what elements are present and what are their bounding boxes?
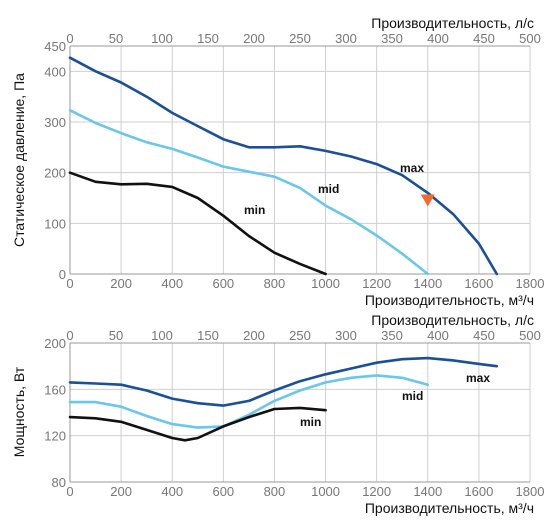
chart2-y-axis-title: Мощность, Вт [11,366,27,457]
chart2-x-axis-title: Производительность, м³/ч [365,500,534,516]
chart1-x2-tick-label: 300 [335,31,357,46]
chart1-y-tick-label: 100 [44,216,66,231]
chart1-x-tick-label: 800 [264,276,286,291]
chart1-x-tick-label: 1800 [516,276,545,291]
chart1-y-tick-label: 400 [44,64,66,79]
chart1-series-label-min: min [244,203,265,217]
chart2-y-tick-label: 80 [52,475,66,490]
chart2-x2-tick-label: 150 [197,328,219,343]
chart2-y-tick-label: 120 [44,429,66,444]
chart1-y-tick-label: 0 [59,267,66,282]
chart1-series-label-mid: mid [318,182,339,196]
chart1-x2-tick-label: 350 [381,31,403,46]
chart2-x2-tick-label: 100 [151,328,173,343]
chart1-x-tick-label: 200 [110,276,132,291]
chart1-x2-tick-label: 250 [289,31,311,46]
chart2-x-tick-label: 200 [110,484,132,499]
chart2-x2-tick-label: 450 [473,328,495,343]
chart2-x2-tick-label: 0 [66,328,73,343]
chart2-x-tick-label: 1000 [311,484,340,499]
chart1-series-line-mid [68,109,430,276]
chart1-y-tick-label: 200 [44,166,66,181]
chart2-x2-tick-label: 400 [427,328,449,343]
chart2-x-tick-label: 800 [264,484,286,499]
chart2-x-tick-label: 600 [212,484,234,499]
chart2-x-tick-label: 0 [66,484,73,499]
chart1-x-axis-title: Производительность, м³/ч [365,292,534,308]
chart1-x-tick-label: 1400 [413,276,442,291]
chart1-x-tick-label: 0 [66,276,73,291]
chart1-x2-tick-label: 150 [197,31,219,46]
chart1-x-tick-label: 1600 [464,276,493,291]
chart2-series-line-max [68,356,499,407]
chart2-x-tick-label: 1200 [362,484,391,499]
chart1-series-label-max: max [400,161,424,175]
chart1-x2-tick-label: 100 [151,31,173,46]
chart1-x-tick-label: 1000 [311,276,340,291]
chart2-x2-tick-label: 350 [381,328,403,343]
chart1-x-tick-label: 1200 [362,276,391,291]
chart2-x-tick-label: 1600 [464,484,493,499]
chart1-x2-axis-title: Производительность, л/с [371,15,534,31]
chart2-series-line-mid [68,374,430,429]
chart2-x2-tick-label: 300 [335,328,357,343]
chart2-x2-axis-title: Производительность, л/с [371,312,534,328]
chart1-x2-tick-label: 0 [66,31,73,46]
chart2-series-label-mid: mid [402,389,423,403]
chart1-series-line-max [68,56,499,276]
chart1-x2-tick-label: 450 [473,31,495,46]
chart1-y-tick-label: 450 [44,39,66,54]
chart1-x2-tick-label: 50 [109,31,123,46]
chart2-x2-tick-label: 200 [243,328,265,343]
chart1-y-tick-label: 300 [44,115,66,130]
chart1-series-line-min [68,171,327,276]
chart2-x2-tick-label: 500 [519,328,541,343]
chart1-x2-tick-label: 200 [243,31,265,46]
chart2-x-tick-label: 1400 [413,484,442,499]
chart2-x-tick-label: 400 [161,484,183,499]
chart2-x-tick-label: 1800 [516,484,545,499]
chart2-series-label-max: max [466,371,490,385]
chart2-y-tick-label: 160 [44,382,66,397]
chart2-series-label-min: min [300,415,321,429]
chart1-x2-tick-label: 500 [519,31,541,46]
chart2-x2-tick-label: 50 [109,328,123,343]
chart1-operating-point-marker [420,194,435,207]
chart1-x2-tick-label: 400 [427,31,449,46]
chart1-y-axis-title: Статическое давление, Па [11,73,27,247]
chart2-series-line-min [68,406,327,442]
chart2-x2-tick-label: 250 [289,328,311,343]
chart1-x-tick-label: 400 [161,276,183,291]
chart1-x-tick-label: 600 [212,276,234,291]
chart2-y-tick-label: 200 [44,336,66,351]
